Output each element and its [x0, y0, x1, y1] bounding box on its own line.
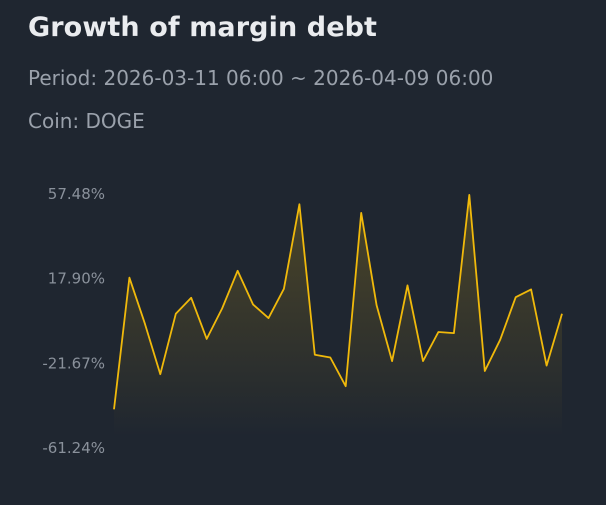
- y-tick-label: -21.67%: [42, 354, 105, 372]
- data-point[interactable]: [420, 358, 426, 364]
- data-point[interactable]: [235, 268, 241, 274]
- coin-value: DOGE: [85, 109, 145, 133]
- data-point[interactable]: [405, 282, 411, 288]
- data-point[interactable]: [343, 383, 349, 389]
- data-point[interactable]: [559, 311, 565, 317]
- y-tick-label: -61.24%: [42, 439, 105, 457]
- data-point[interactable]: [126, 275, 132, 281]
- data-point[interactable]: [528, 286, 534, 292]
- data-point[interactable]: [111, 406, 117, 412]
- coin-label: Coin:: [28, 109, 80, 133]
- data-point[interactable]: [188, 295, 194, 301]
- data-point[interactable]: [435, 329, 441, 335]
- data-point[interactable]: [513, 294, 519, 300]
- data-point[interactable]: [142, 321, 148, 327]
- chart-title: Growth of margin debt: [28, 12, 378, 43]
- data-point[interactable]: [374, 302, 380, 308]
- data-point[interactable]: [219, 306, 225, 312]
- data-point[interactable]: [497, 337, 503, 343]
- series-area: [114, 194, 562, 437]
- data-point[interactable]: [482, 368, 488, 374]
- data-point[interactable]: [296, 201, 302, 207]
- y-axis-ticks: 57.48% 17.90% -21.67% -61.24%: [42, 185, 105, 457]
- period-label: Period:: [28, 66, 98, 90]
- data-point[interactable]: [544, 363, 550, 369]
- data-point[interactable]: [157, 371, 163, 377]
- data-point[interactable]: [250, 301, 256, 307]
- y-tick-label: 17.90%: [48, 270, 105, 288]
- data-point[interactable]: [281, 286, 287, 292]
- data-point[interactable]: [312, 352, 318, 358]
- series-line: [113, 193, 563, 410]
- y-tick-label: 57.48%: [48, 185, 105, 203]
- data-point[interactable]: [451, 330, 457, 336]
- coin-text: Coin: DOGE: [28, 109, 145, 133]
- data-point[interactable]: [389, 358, 395, 364]
- period-value: 2026-03-11 06:00 ~ 2026-04-09 06:00: [103, 66, 494, 90]
- data-point[interactable]: [204, 336, 210, 342]
- data-point[interactable]: [327, 355, 333, 361]
- data-point[interactable]: [266, 315, 272, 321]
- data-point[interactable]: [466, 192, 472, 198]
- data-point[interactable]: [358, 210, 364, 216]
- period-text: Period: 2026-03-11 06:00 ~ 2026-04-09 06…: [28, 66, 493, 90]
- data-point[interactable]: [173, 311, 179, 317]
- series-layer: [111, 192, 565, 437]
